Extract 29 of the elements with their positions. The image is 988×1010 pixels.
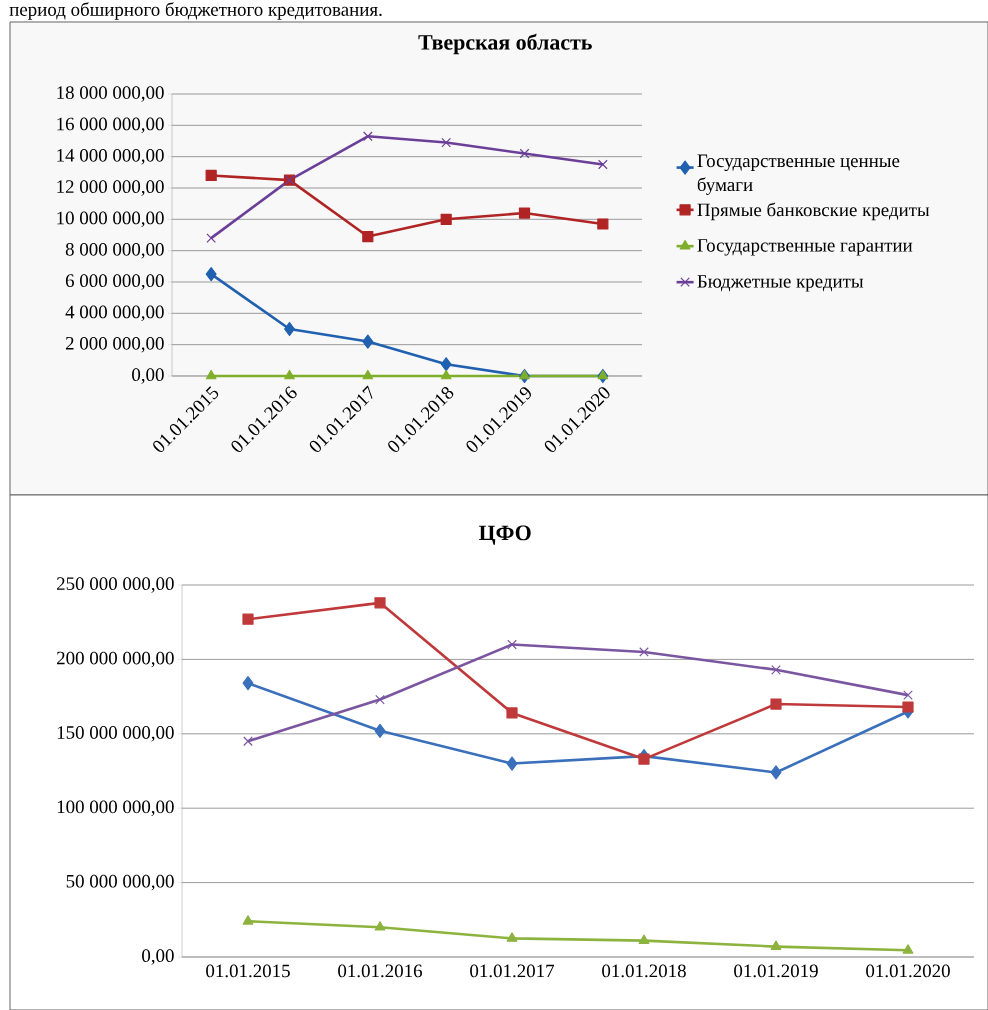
- y-tick-label: 12 000 000,00: [57, 180, 164, 196]
- y-tick-label: 18 000 000,00: [57, 86, 164, 102]
- y-tick-label: 0,00: [132, 368, 164, 384]
- y-tick-label: 14 000 000,00: [57, 148, 164, 165]
- x-tick-label: 01.01.2016: [338, 964, 423, 978]
- chart-title: Тверская область: [418, 33, 592, 55]
- x-tick-label: 01.01.2020: [866, 964, 950, 978]
- y-tick-label: 8 000 000,00: [65, 242, 164, 259]
- x-tick-label: 01.01.2019: [734, 964, 818, 978]
- legend-label: Бюджетные кредиты: [697, 275, 864, 292]
- y-tick-label: 4 000 000,00: [65, 305, 164, 322]
- x-tick-label: 01.01.2015: [206, 964, 290, 978]
- y-tick-label: 16 000 000,00: [57, 117, 164, 134]
- y-tick-label: 2 000 000,00: [65, 336, 164, 353]
- y-tick-label: 150 000 000,00: [57, 726, 174, 742]
- chart-title: ЦФО: [478, 525, 531, 545]
- legend-label: Прямые банковские кредиты: [697, 202, 930, 221]
- x-tick-label: 01.01.2017: [470, 964, 555, 978]
- y-tick-label: 0,00: [142, 949, 174, 965]
- x-tick-label: 01.01.2018: [602, 964, 686, 978]
- y-tick-label: 50 000 000,00: [66, 874, 174, 891]
- y-tick-label: 250 000 000,00: [57, 577, 174, 593]
- y-tick-label: 100 000 000,00: [57, 800, 174, 816]
- text: период обширного бюджетного кредитования.: [9, 2, 382, 20]
- legend-label: Государственные гарантии: [697, 239, 913, 256]
- y-tick-label: 10 000 000,00: [57, 211, 164, 228]
- legend-label: Государственные ценные бумаги: [697, 154, 900, 195]
- y-tick-label: 6 000 000,00: [65, 274, 164, 290]
- y-tick-label: 200 000 000,00: [57, 651, 174, 668]
